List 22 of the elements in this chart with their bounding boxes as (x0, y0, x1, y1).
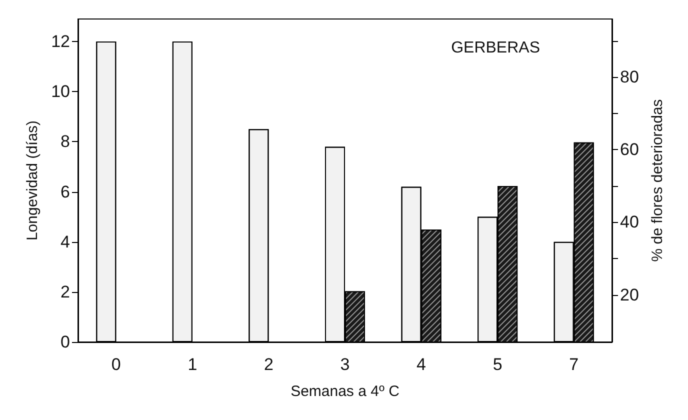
x-tick-label: 4 (416, 355, 426, 374)
y-tick-label: 6 (60, 182, 70, 202)
y-tick-label: 2 (60, 282, 70, 302)
y-tick-label: 12 (51, 32, 70, 52)
x-tick-label: 5 (492, 355, 502, 374)
x-tick-label: 7 (569, 355, 579, 374)
y2-tick-label: 20 (620, 285, 639, 304)
y2-tick-label: 60 (620, 140, 639, 160)
x-axis-title: Semanas a 4º C (290, 383, 400, 400)
annotation: GERBERAS (451, 40, 540, 56)
y-axis-title: Longevidad (días) (24, 120, 41, 241)
y-tick-label: 4 (60, 232, 70, 252)
y-tick-label: 10 (51, 82, 70, 102)
x-tick-label: 1 (188, 355, 198, 374)
y2-axis-title: % de flores deterioradas (649, 99, 666, 262)
y-tick-label: 8 (60, 132, 70, 152)
x-tick-label: 0 (111, 355, 121, 374)
y-tick-label: 0 (60, 332, 70, 352)
y2-tick-label: 80 (620, 68, 639, 87)
y2-tick-label: 40 (620, 212, 639, 232)
x-tick-label: 3 (340, 355, 350, 374)
x-tick-label: 2 (264, 355, 274, 374)
